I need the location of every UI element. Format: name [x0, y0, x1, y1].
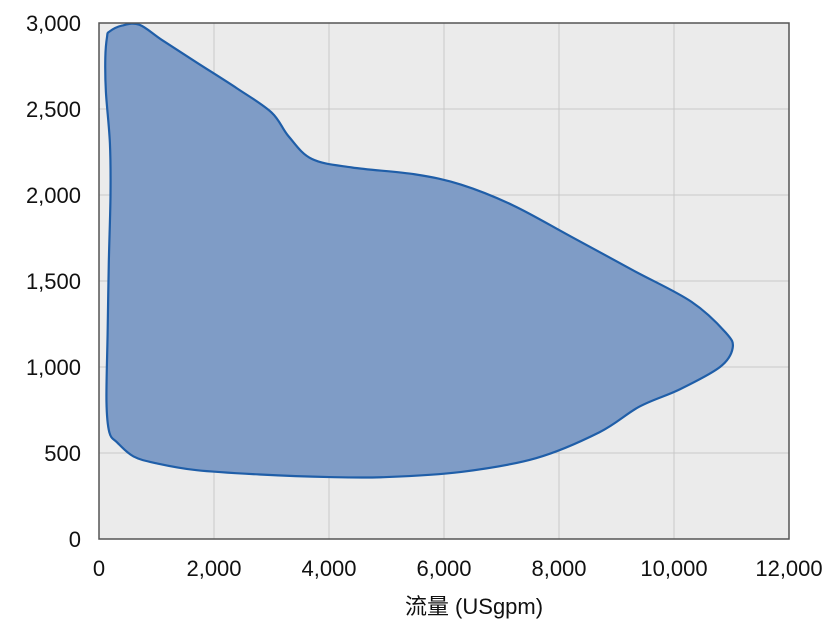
y-tick-label: 2,000	[26, 183, 81, 208]
x-axis-ticks: 0 2,000 4,000 6,000 8,000 10,000 12,000	[93, 556, 823, 581]
x-tick-label: 0	[93, 556, 105, 581]
operating-range-area	[104, 22, 735, 479]
x-axis-label: 流量 (USgpm)	[405, 594, 543, 619]
data-region	[104, 22, 735, 479]
x-tick-label: 10,000	[640, 556, 707, 581]
x-tick-label: 6,000	[416, 556, 471, 581]
y-tick-label: 0	[69, 527, 81, 552]
x-tick-label: 8,000	[531, 556, 586, 581]
y-tick-label: 2,500	[26, 97, 81, 122]
y-tick-label: 500	[44, 441, 81, 466]
y-tick-label: 1,000	[26, 355, 81, 380]
x-tick-label: 12,000	[755, 556, 822, 581]
x-tick-label: 2,000	[186, 556, 241, 581]
x-tick-label: 4,000	[301, 556, 356, 581]
y-tick-label: 1,500	[26, 269, 81, 294]
plot-frame	[98, 22, 790, 540]
y-axis-ticks: 0 500 1,000 1,500 2,000 2,500 3,000	[26, 11, 81, 552]
y-tick-label: 3,000	[26, 11, 81, 36]
